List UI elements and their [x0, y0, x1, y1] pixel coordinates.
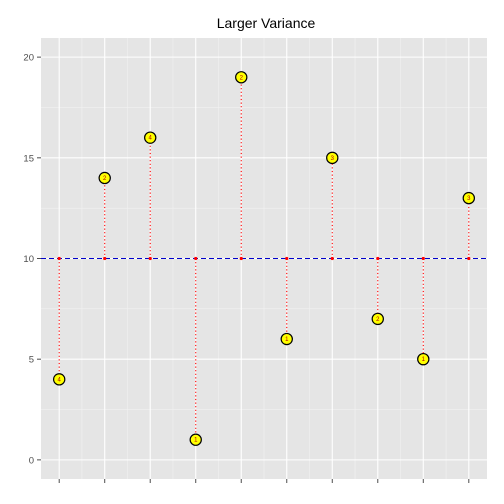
mean-marker	[103, 256, 107, 261]
mean-marker	[148, 256, 152, 261]
y-axis: 0 5 10 15 20	[23, 53, 41, 466]
data-point	[462, 191, 475, 205]
y-tick-label: 15	[23, 153, 34, 164]
x-axis	[58, 479, 470, 483]
data-point	[417, 352, 430, 366]
mean-markers	[57, 256, 471, 261]
mean-marker	[421, 256, 425, 261]
y-tick-label: 20	[23, 53, 34, 64]
deviation-segments	[58, 77, 470, 440]
data-point-label: 1	[422, 357, 426, 363]
data-point-label: 3	[467, 196, 471, 202]
data-points: 4 2 4 1 2 1 3 2 1 3	[53, 71, 475, 446]
y-tick-label: 0	[29, 455, 34, 466]
mean-marker	[285, 256, 289, 261]
y-tick-label: 5	[29, 355, 34, 366]
y-tick-label: 10	[23, 254, 34, 265]
data-point-label: 2	[376, 317, 380, 323]
data-point-label: 4	[58, 377, 62, 383]
data-point-label: 3	[331, 156, 335, 162]
data-point-label: 1	[194, 438, 198, 444]
mean-marker	[467, 256, 471, 261]
data-point-label: 2	[240, 75, 244, 81]
mean-marker	[194, 256, 198, 261]
mean-marker	[57, 256, 61, 261]
data-point-label: 4	[149, 136, 153, 142]
data-point-label: 2	[103, 176, 107, 182]
data-point	[371, 312, 384, 326]
data-point	[53, 373, 66, 386]
data-point	[235, 71, 248, 84]
data-point-label: 1	[285, 337, 289, 343]
mean-marker	[330, 256, 334, 261]
data-point	[144, 131, 157, 144]
data-point	[98, 171, 111, 185]
data-point	[326, 151, 339, 165]
mean-marker	[376, 256, 380, 261]
data-point	[189, 433, 202, 446]
chart-title: Larger Variance	[217, 15, 316, 31]
data-point	[280, 332, 293, 346]
mean-marker	[239, 256, 243, 261]
